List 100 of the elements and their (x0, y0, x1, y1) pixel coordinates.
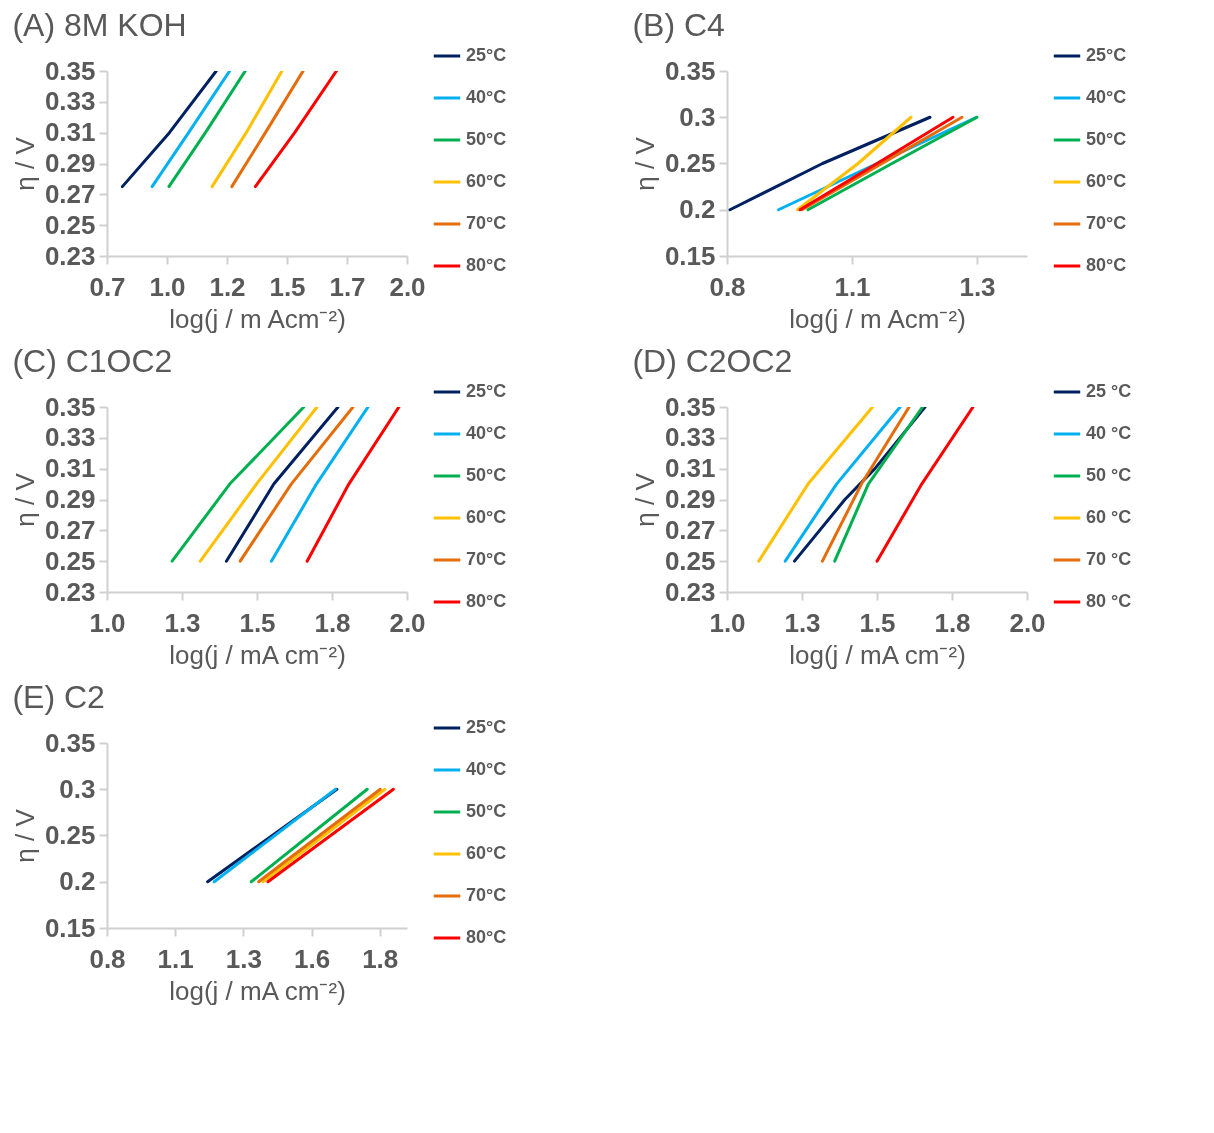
y-tick-label: 0.25 (44, 545, 96, 576)
y-tick-label: 0.31 (44, 453, 96, 484)
y-axis-title: η / V (9, 472, 40, 527)
legend-label: 60°C (1086, 171, 1127, 191)
legend-label: 25°C (466, 717, 507, 737)
x-tick-label: 1.3 (959, 271, 996, 302)
x-tick-label: 1.5 (269, 271, 306, 302)
y-axis-title: η / V (629, 472, 660, 527)
legend-label: 70°C (1086, 213, 1127, 233)
x-tick-label: 1.3 (784, 607, 821, 638)
chart-title: (E) C2 (12, 679, 105, 715)
x-tick-label: 1.0 (149, 271, 186, 302)
x-tick-label: 2.0 (389, 271, 426, 302)
y-tick-label: 0.23 (664, 576, 716, 607)
legend-label: 50 °C (1086, 465, 1132, 485)
y-tick-label: 0.25 (44, 209, 96, 240)
x-tick-label: 1.2 (209, 271, 246, 302)
x-tick-label: 0.7 (89, 271, 126, 302)
x-tick-label: 1.3 (225, 943, 262, 974)
legend-label: 50°C (466, 129, 507, 149)
y-tick-label: 0.35 (44, 55, 96, 86)
y-tick-label: 0.33 (44, 86, 96, 117)
x-tick-label: 2.0 (389, 607, 426, 638)
legend-label: 50°C (1086, 129, 1127, 149)
y-tick-label: 0.27 (664, 514, 716, 545)
y-tick-label: 0.29 (44, 484, 96, 514)
x-axis-title: log(j / m Acm⁻²) (169, 303, 346, 334)
legend-label: 70°C (466, 885, 507, 905)
x-tick-label: 1.5 (859, 607, 896, 638)
legend-label: 80°C (1086, 255, 1127, 275)
y-tick-label: 0.2 (59, 866, 96, 897)
legend-label: 25°C (466, 381, 507, 401)
x-tick-label: 0.8 (89, 943, 126, 974)
legend-label: 25°C (1086, 45, 1127, 65)
legend-label: 60°C (466, 507, 507, 527)
legend-label: 80°C (466, 927, 507, 947)
x-tick-label: 1.1 (834, 271, 871, 302)
y-tick-label: 0.35 (664, 391, 716, 422)
x-tick-label: 1.8 (314, 607, 351, 638)
y-tick-label: 0.33 (44, 422, 96, 453)
y-tick-label: 0.33 (664, 422, 716, 453)
y-tick-label: 0.27 (44, 514, 96, 545)
legend-label: 60 °C (1086, 507, 1132, 527)
y-tick-label: 0.2 (679, 194, 716, 225)
legend-label: 70°C (466, 213, 507, 233)
legend-label: 40°C (466, 423, 507, 443)
y-tick-label: 0.35 (664, 55, 716, 86)
x-tick-label: 2.0 (1009, 607, 1046, 638)
x-tick-label: 1.5 (239, 607, 276, 638)
chart-title: (C) C1OC2 (12, 343, 173, 379)
y-tick-label: 0.31 (664, 453, 716, 484)
y-tick-label: 0.25 (44, 820, 96, 850)
y-tick-label: 0.35 (44, 391, 96, 422)
legend-label: 40°C (466, 759, 507, 779)
y-tick-label: 0.23 (44, 240, 96, 271)
y-axis-title: η / V (9, 808, 40, 863)
y-tick-label: 0.23 (44, 576, 96, 607)
chart-title: (B) C4 (632, 7, 725, 43)
legend-label: 25°C (466, 45, 507, 65)
x-tick-label: 1.1 (157, 943, 194, 974)
x-axis-title: log(j / mA cm⁻²) (789, 639, 966, 670)
x-axis-title: log(j / mA cm⁻²) (169, 975, 346, 1006)
legend-label: 80°C (466, 255, 507, 275)
y-tick-label: 0.29 (664, 484, 716, 514)
x-axis-title: log(j / m Acm⁻²) (789, 303, 966, 334)
legend-label: 80 °C (1086, 591, 1132, 611)
y-tick-label: 0.35 (44, 727, 96, 758)
y-tick-label: 0.15 (664, 240, 716, 271)
x-tick-label: 1.8 (934, 607, 971, 638)
x-tick-label: 0.8 (709, 271, 746, 302)
legend-label: 40°C (1086, 87, 1127, 107)
legend-label: 40 °C (1086, 423, 1132, 443)
x-axis-title: log(j / mA cm⁻²) (169, 639, 346, 670)
legend-label: 25 °C (1086, 381, 1132, 401)
legend-label: 50°C (466, 465, 507, 485)
legend-label: 50°C (466, 801, 507, 821)
legend-label: 70 °C (1086, 549, 1132, 569)
legend-label: 80°C (466, 591, 507, 611)
chart-title: (A) 8M KOH (12, 7, 187, 43)
y-tick-label: 0.31 (44, 117, 96, 148)
chart-title: (D) C2OC2 (632, 343, 793, 379)
x-tick-label: 1.7 (329, 271, 366, 302)
y-axis-title: η / V (629, 136, 660, 191)
y-axis-title: η / V (9, 136, 40, 191)
x-tick-label: 1.6 (293, 943, 331, 974)
x-tick-label: 1.0 (709, 607, 746, 638)
x-tick-label: 1.3 (164, 607, 201, 638)
legend-label: 40°C (466, 87, 507, 107)
legend-label: 60°C (466, 843, 507, 863)
y-tick-label: 0.25 (664, 545, 716, 576)
y-tick-label: 0.15 (44, 912, 96, 943)
y-tick-label: 0.29 (44, 148, 96, 178)
legend-label: 60°C (466, 171, 507, 191)
x-tick-label: 1.0 (89, 607, 126, 638)
y-tick-label: 0.3 (679, 101, 716, 132)
y-tick-label: 0.3 (59, 773, 96, 804)
y-tick-label: 0.27 (44, 178, 96, 209)
y-tick-label: 0.25 (664, 148, 716, 178)
legend-label: 70°C (466, 549, 507, 569)
x-tick-label: 1.8 (362, 943, 399, 974)
